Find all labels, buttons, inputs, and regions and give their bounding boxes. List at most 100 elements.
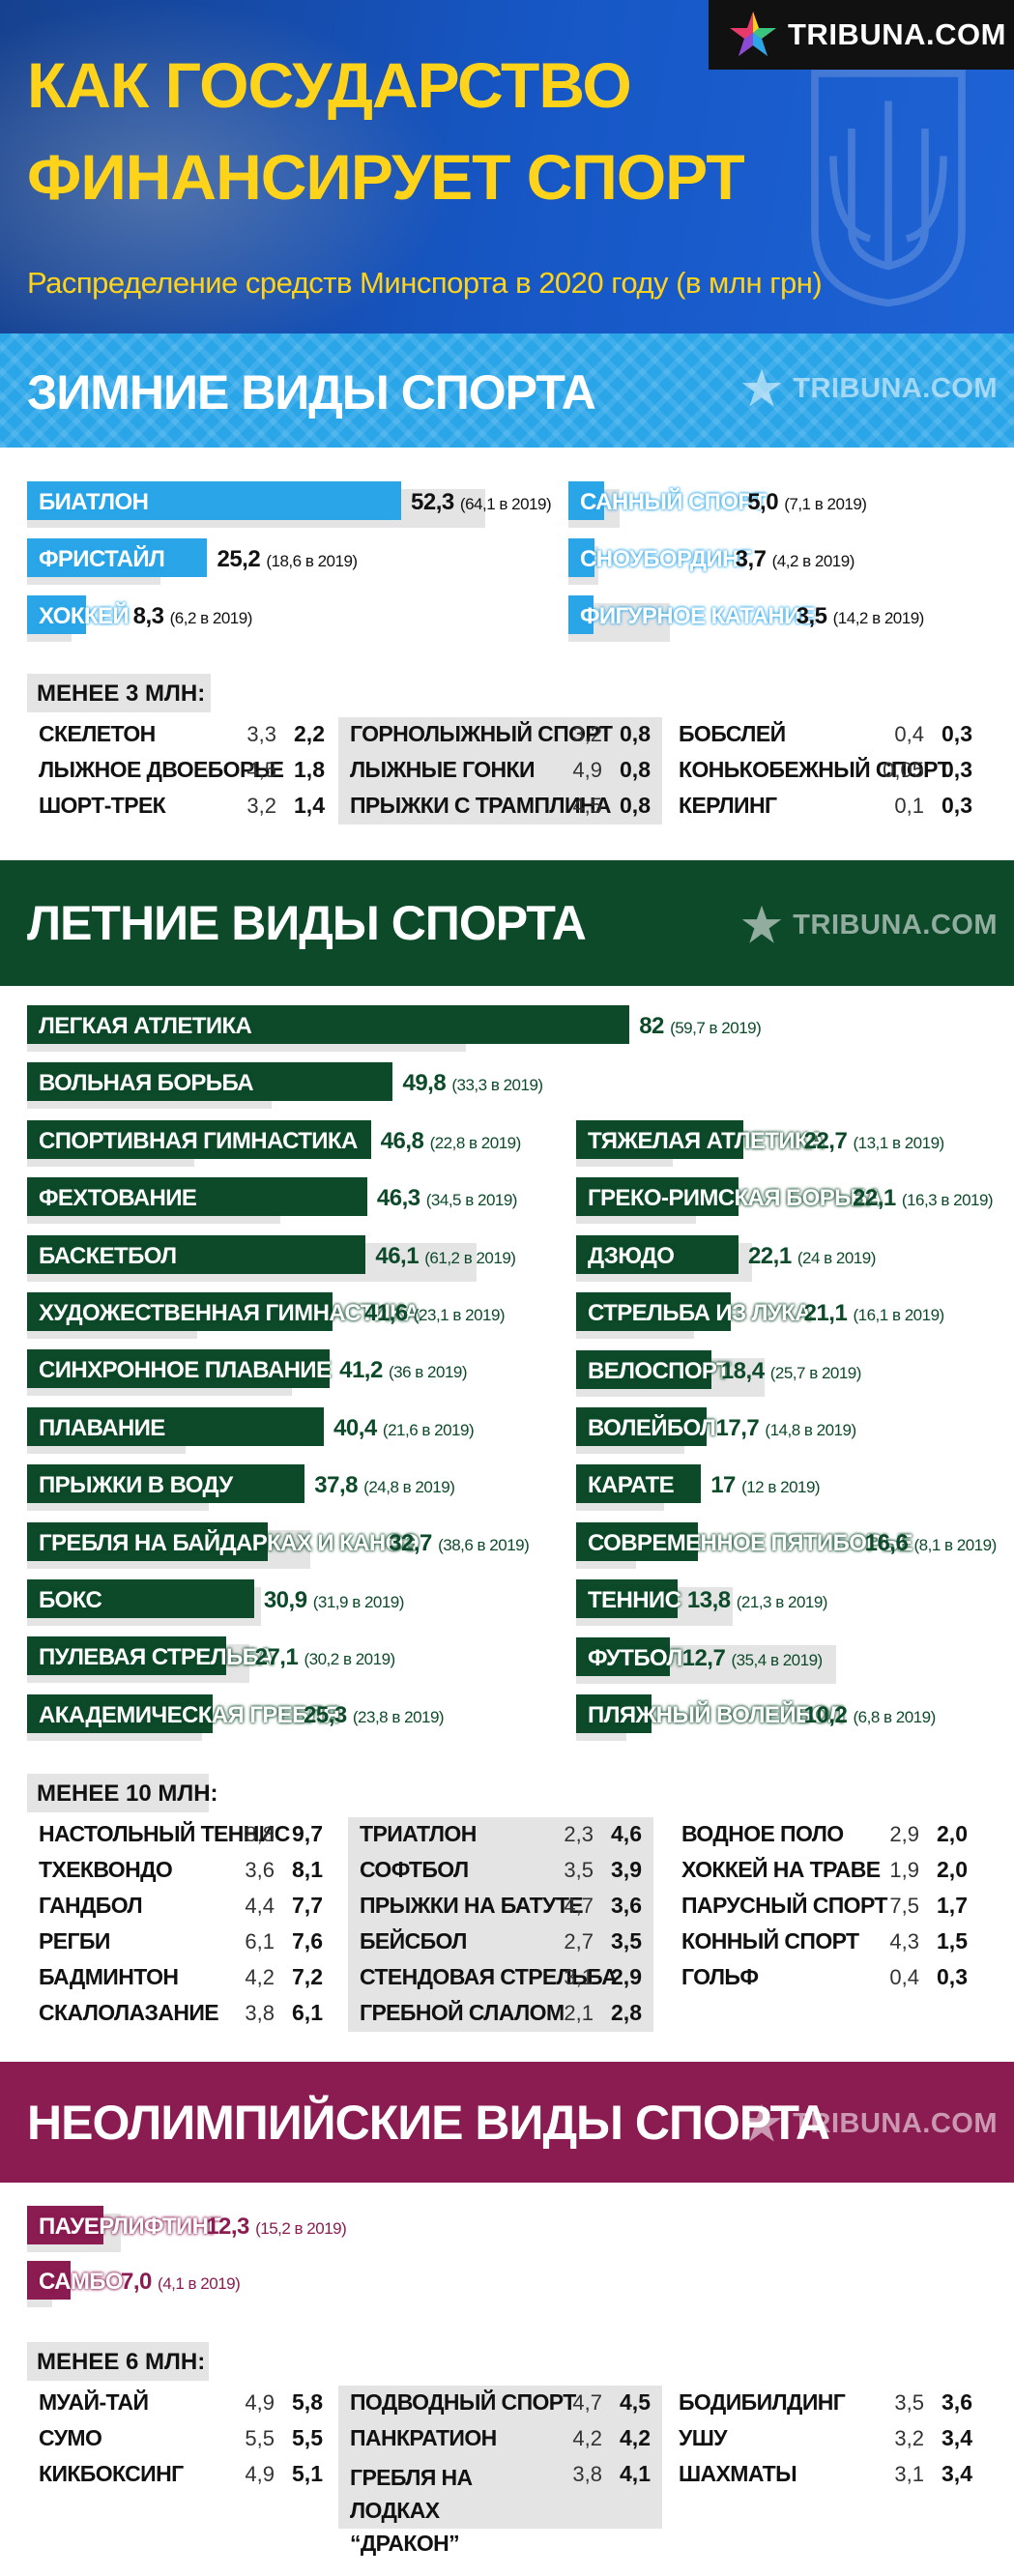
minor-name: БОБСЛЕЙ [679, 721, 786, 746]
bar [27, 1119, 371, 1159]
bar-prev-value: (23,1 в 2019) [413, 1306, 506, 1324]
minor-name: ГАНДБОЛ [39, 1893, 143, 1918]
minor-cur-value: 2,0 [937, 1821, 968, 1846]
bar-prev-value: (14,8 в 2019) [765, 1421, 856, 1439]
bar-prev-value: (36 в 2019) [389, 1363, 468, 1382]
minor-column: БОБСЛЕЙ 0,4 0,3 КОНЬКОБЕЖНЫЙ СПОРТ 0,05 0,3 КЕ… [667, 717, 984, 825]
minor-row: МУАЙ-ТАЙ 4,9 5,8 [27, 2386, 334, 2421]
minor-row: ПРЫЖКИ НА БАТУТЕ 4,7 3,6 [348, 1889, 653, 1925]
winter-section-title: ЗИМНИЕ ВИДЫ СПОРТА [27, 365, 596, 420]
bar [27, 481, 402, 520]
minor-column: МУАЙ-ТАЙ 4,9 5,8 СУМО 5,5 5,5 КИКБОКСИНГ 4,9 5,1 [27, 2386, 334, 2493]
watermark-text: TRIBUNA.COM [793, 909, 998, 941]
minor-cur-value: 7,7 [292, 1893, 323, 1918]
bar-value-label: 10,2 (6,8 в 2019) [804, 1702, 937, 1729]
minor-column: НАСТОЛЬНЫЙ ТЕННИС 8,8 9,7 ТХЕКВОНДО 3,6 8,1 ГА… [27, 1817, 334, 2032]
minor-name: ТХЕКВОНДО [39, 1857, 173, 1882]
bar-value: 18,4 [720, 1357, 770, 1384]
bar [27, 1062, 393, 1102]
bar-value: 25,3 [304, 1701, 353, 1728]
bar-value: 7,0 [121, 2269, 159, 2295]
bar [27, 1292, 333, 1331]
bar-value-label: 3,7 (4,2 в 2019) [736, 546, 855, 573]
minor-cur-value: 6,1 [292, 2000, 323, 2025]
bar-prev-value: (7,1 в 2019) [784, 495, 867, 513]
bar-value-label: 37,8 (24,8 в 2019) [314, 1472, 455, 1499]
bar-prev-value: (25,7 в 2019) [769, 1363, 862, 1382]
minor-row: СКАЛОЛАЗАНИЕ 3,8 6,1 [27, 1996, 334, 2032]
minor-cur-value: 2,2 [294, 721, 325, 746]
minor-prev-value: 2,3 [564, 1822, 594, 1846]
bar-value: 25,2 [217, 546, 267, 572]
bar [27, 1005, 630, 1044]
bar-value-label: 25,3 (23,8 в 2019) [304, 1701, 445, 1729]
bar [576, 1694, 652, 1733]
minor-cur-value: 0,8 [620, 793, 651, 818]
minor-row: КИКБОКСИНГ 4,9 5,1 [27, 2457, 334, 2493]
bar-value: 49,8 [402, 1070, 452, 1097]
minor-prev-value: 4,5 [572, 794, 602, 818]
minor-column: ГОРНОЛЫЖНЫЙ СПОРТ 3,2 0,8 ЛЫЖНЫЕ ГОНКИ 4,9 0,… [338, 717, 662, 825]
bar-value: 3,5 [796, 603, 833, 629]
minor-column: ВОДНОЕ ПОЛО 2,9 2,0 ХОККЕЙ НА ТРАВЕ 1,9 2,0 ПА… [670, 1817, 979, 1996]
bar-value: 3,7 [735, 546, 772, 572]
bar [576, 1579, 678, 1619]
bar-value: 52,3 [411, 489, 460, 515]
minor-row: КОННЫЙ СПОРТ 4,3 1,5 [670, 1925, 979, 1960]
band-watermark-logo: TRIBUNA.COM [740, 904, 998, 946]
minor-prev-value: 3,3 [246, 722, 276, 746]
tribuna-logo[interactable]: TRIBUNA.COM [709, 0, 1014, 70]
watermark-text: TRIBUNA.COM [793, 2107, 998, 2139]
bar-prev-value: (14,2 в 2019) [832, 609, 925, 627]
minor-name: КОННЫЙ СПОРТ [681, 1928, 859, 1954]
bar-prev-value: (23,8 в 2019) [352, 1707, 445, 1726]
bar [27, 1234, 366, 1274]
minor-column: ПОДВОДНЫЙ СПОРТ 4,7 4,5 ПАНКРАТИОН 4,2 4,2 ГРЕ… [338, 2386, 662, 2556]
minor-cur-value: 2,8 [611, 2000, 642, 2025]
bar-prev-value: (35,4 в 2019) [731, 1650, 823, 1669]
minor-cur-value: 0,3 [937, 1964, 968, 1989]
minor-name: ПРЫЖКИ НА БАТУТЕ [360, 1893, 584, 1918]
minor-name: СКЕЛЕТОН [39, 721, 156, 746]
bar-value-label: 52,3 (64,1 в 2019) [411, 489, 552, 516]
minor-prev-value: 0,05 [883, 758, 924, 782]
minor-row: ТРИАТЛОН 2,3 4,6 [348, 1817, 653, 1853]
minor-name: ТРИАТЛОН [360, 1821, 477, 1846]
minor-name: УШУ [679, 2425, 728, 2450]
minor-prev-value: 4,2 [245, 1965, 275, 1989]
minor-name: НАСТОЛЬНЫЙ ТЕННИС [39, 1821, 290, 1846]
band-watermark-logo: TRIBUNA.COM [740, 367, 998, 410]
bar-value-label: 17 (12 в 2019) [710, 1472, 820, 1499]
minor-row: ШАХМАТЫ 3,1 3,4 [667, 2457, 984, 2493]
star-watermark-icon [741, 905, 782, 943]
minor-cur-value: 7,2 [292, 1964, 323, 1989]
minor-cur-value: 8,1 [292, 1857, 323, 1882]
minor-prev-value: 3,1 [564, 1965, 594, 1989]
minor-prev-value: 3,2 [246, 794, 276, 818]
bar-prev-value: (18,6 в 2019) [266, 552, 358, 570]
bar-value: 22,1 [747, 1242, 797, 1269]
minor-prev-value: 3,2 [894, 2426, 924, 2450]
minor-row: УШУ 3,2 3,4 [667, 2421, 984, 2457]
bar [27, 1406, 325, 1446]
minor-cur-value: 4,1 [620, 2461, 651, 2486]
bar [576, 1464, 702, 1504]
bar-label: СНОУБОРДИНГ [580, 546, 751, 572]
minor-name: РЕГБИ [39, 1928, 110, 1954]
minor-row: БОДИБИЛДИНГ 3,5 3,6 [667, 2386, 984, 2421]
minor-row: ГОЛЬФ 0,4 0,3 [670, 1960, 979, 1996]
page-subtitle: Распределение средств Минспорта в 2020 г… [27, 266, 823, 300]
minor-name: ПАНКРАТИОН [350, 2425, 497, 2450]
bar-label: АКАДЕМИЧЕСКАЯ ГРЕБЛЯ [39, 1701, 340, 1728]
bar-prev-value: (13,1 в 2019) [853, 1134, 944, 1152]
minor-prev-value: 4,3 [889, 1929, 919, 1954]
minor-prev-value: 3,5 [894, 2390, 924, 2415]
minor-row: ВОДНОЕ ПОЛО 2,9 2,0 [670, 1817, 979, 1853]
winter-section-band: ЗИМНИЕ ВИДЫ СПОРТА TRIBUNA.COM [0, 333, 1014, 448]
page-title-line-2: ФИНАНСИРУЕТ СПОРТ [27, 141, 745, 213]
minor-name: ГОЛЬФ [681, 1964, 759, 1989]
minor-name: ПАРУСНЫЙ СПОРТ [681, 1893, 887, 1918]
minor-column: СКЕЛЕТОН 3,3 2,2 ЛЫЖНОЕ ДВОЕБОРЬЕ 4,5 1,8 ШОРТ… [27, 717, 336, 825]
minor-prev-value: 0,4 [894, 722, 924, 746]
bar-value: 17 [710, 1472, 742, 1499]
